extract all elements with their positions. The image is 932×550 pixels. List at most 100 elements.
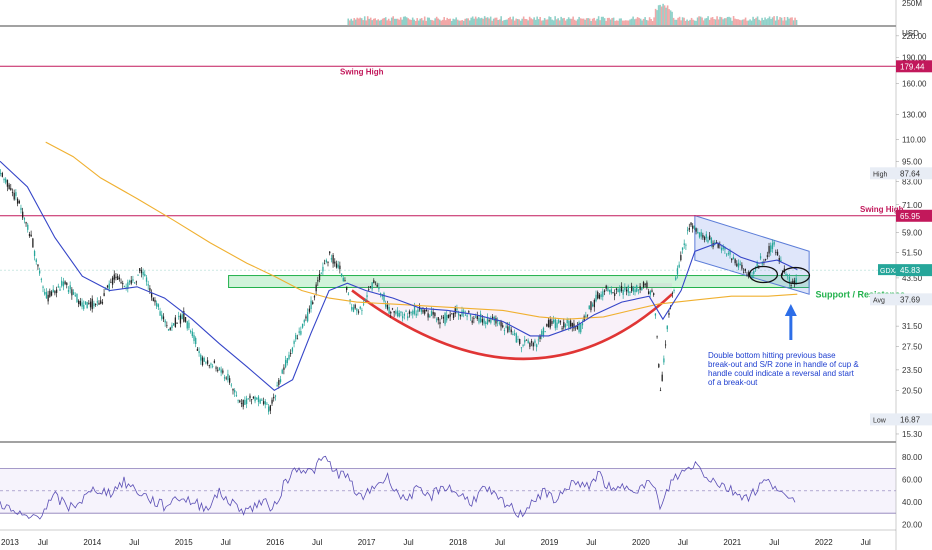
candle-body	[361, 310, 363, 311]
annotation-arrow-head	[784, 304, 797, 316]
volume-bar	[417, 20, 420, 25]
candle-body	[510, 329, 512, 333]
candle-body	[668, 313, 670, 315]
candle-body	[778, 258, 780, 262]
candle-body	[576, 325, 579, 330]
candle-body	[232, 388, 234, 391]
volume-bar	[522, 16, 525, 25]
volume-bar	[438, 19, 441, 25]
volume-bar	[633, 19, 636, 25]
volume-bar	[506, 19, 508, 25]
volume-bar	[474, 16, 477, 25]
volume-bar	[627, 20, 630, 25]
candle-body	[686, 229, 689, 231]
candle-body	[693, 225, 696, 229]
volume-bar	[429, 19, 432, 25]
candle-body	[239, 400, 241, 403]
volume-bar	[399, 17, 402, 25]
candle-body	[673, 290, 675, 292]
candle-body	[164, 320, 166, 323]
candle-body	[787, 275, 789, 277]
volume-bar	[570, 18, 573, 25]
candle-body	[101, 302, 104, 304]
candle-body	[705, 234, 707, 239]
candle-body	[649, 291, 651, 295]
volume-bar	[771, 17, 774, 25]
volume-bar	[702, 20, 705, 25]
candle-body	[739, 263, 741, 266]
candle-body	[200, 354, 202, 361]
candle-body	[637, 289, 640, 291]
candle-body	[671, 292, 674, 294]
volume-bar	[753, 18, 756, 25]
candle-body	[335, 263, 338, 268]
candle-body	[234, 390, 236, 393]
volume-bar	[678, 16, 681, 25]
candle-body	[644, 283, 646, 285]
volume-bar	[347, 18, 350, 25]
candle-body	[140, 270, 143, 274]
candle-body	[700, 232, 702, 237]
candle-body	[746, 274, 748, 276]
candle-body	[580, 324, 582, 333]
volume-bar	[401, 19, 404, 25]
y-tick-label: 220.00	[902, 32, 927, 41]
candle-body	[439, 322, 441, 325]
volume-bar	[572, 16, 574, 25]
candle-body	[546, 324, 548, 327]
candle-body	[195, 337, 197, 345]
volume-bar	[741, 19, 744, 25]
volume-bar	[441, 19, 444, 25]
candle-body	[607, 288, 609, 292]
candle-body	[434, 312, 436, 317]
candle-body	[49, 290, 51, 297]
volume-bar	[521, 18, 523, 25]
volume-bar	[596, 18, 598, 25]
candle-body	[748, 272, 750, 277]
candle-body	[488, 319, 490, 322]
candle-body	[268, 406, 270, 412]
candle-body	[527, 340, 529, 344]
volume-bar	[413, 19, 416, 25]
candle-body	[471, 320, 473, 323]
ma50-line	[0, 160, 798, 391]
candle-body	[45, 292, 48, 299]
volume-bar	[669, 10, 672, 25]
candle-body	[666, 325, 668, 330]
candle-body	[415, 313, 417, 316]
candle-body	[790, 285, 792, 286]
volume-bar	[780, 17, 783, 25]
candle-body	[695, 228, 697, 232]
candle-body	[183, 311, 185, 322]
volume-bar	[779, 17, 781, 25]
volume-bar	[590, 20, 592, 25]
candle-body	[223, 377, 226, 379]
candle-body	[256, 398, 258, 400]
volume-bar	[713, 19, 715, 25]
candle-body	[639, 286, 641, 290]
volume-bar	[540, 20, 543, 25]
x-tick-label: 2019	[541, 538, 559, 547]
volume-bar	[666, 5, 669, 25]
candle-body	[261, 399, 263, 401]
volume-bar	[672, 17, 675, 25]
volume-bar	[551, 19, 553, 25]
candle-body	[244, 399, 246, 405]
rsi-pane	[0, 455, 896, 520]
volume-bar	[405, 17, 408, 25]
candle-body	[464, 314, 467, 316]
candle-body	[768, 245, 770, 254]
y-tick-label: 71.00	[902, 201, 923, 210]
candle-body	[84, 301, 87, 305]
candle-body	[257, 396, 260, 403]
volume-bar	[525, 19, 528, 25]
candle-body	[683, 243, 685, 245]
candle-body	[610, 289, 612, 294]
candle-body	[203, 357, 205, 362]
x-tick-label: 2016	[266, 538, 284, 547]
ticker-badge	[878, 264, 896, 276]
candle-body	[189, 330, 192, 332]
y-tick-label: 190.00	[902, 54, 927, 63]
